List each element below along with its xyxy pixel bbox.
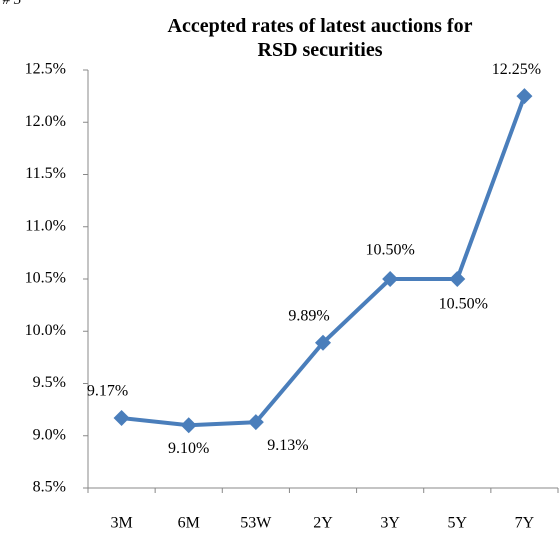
y-tick-label: 12.5%: [25, 61, 66, 78]
y-tick-label: 10.0%: [25, 322, 66, 339]
data-label: 10.50%: [439, 296, 488, 313]
annotation: m # 3: [0, 0, 22, 8]
x-tick-label: 3Y: [380, 515, 400, 532]
marker: [315, 334, 331, 351]
y-tick-label: 10.5%: [25, 270, 66, 287]
y-tick-label: 9.0%: [33, 426, 66, 443]
marker: [247, 414, 264, 431]
marker: [113, 409, 130, 426]
data-label: 9.13%: [267, 437, 308, 454]
y-tick-label: 12.0%: [25, 113, 66, 130]
y-tick-label: 8.5%: [33, 479, 66, 496]
x-tick-label: 6M: [178, 515, 200, 532]
marker: [449, 271, 466, 287]
data-label: 9.10%: [168, 440, 209, 457]
y-tick-label: 11.5%: [25, 165, 66, 182]
data-label: 9.17%: [87, 383, 128, 400]
line: [121, 95, 527, 428]
marker: [382, 271, 399, 287]
x-tick-label: 3M: [110, 515, 132, 532]
marker: [516, 88, 533, 105]
x-tick-label: 7Y: [515, 515, 535, 532]
data-label: 9.89%: [288, 307, 329, 324]
y-tick-label: 9.5%: [33, 374, 66, 391]
marker: [180, 417, 197, 434]
data-label: 10.50%: [365, 242, 414, 259]
x-tick-label: 2Y: [313, 515, 333, 532]
x-tick-label: 5Y: [448, 515, 468, 532]
x-tick-label: 53W: [240, 515, 272, 532]
data-label: 12.25%: [492, 61, 541, 78]
y-tick-label: 11.0%: [25, 217, 66, 234]
chart-title: Accepted rates of latest auctions for RS…: [167, 15, 473, 61]
